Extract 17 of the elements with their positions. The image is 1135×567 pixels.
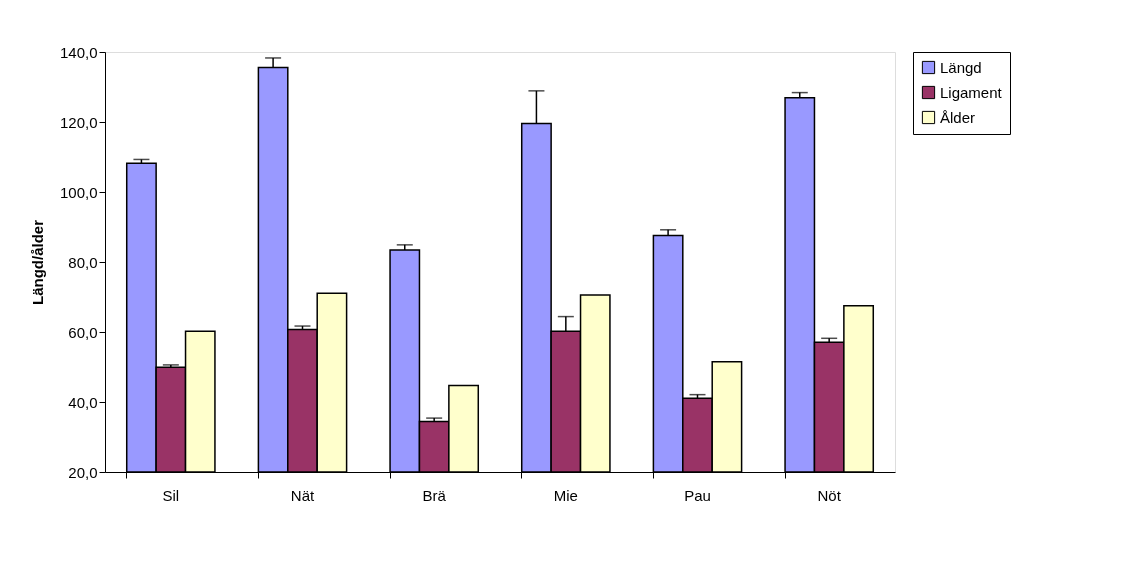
legend-label: Ligament [940, 83, 1003, 101]
y-tick-label: 20,0 [68, 463, 98, 481]
y-axis-title: Längd/ålder [28, 219, 46, 306]
y-tick-label: 120,0 [59, 113, 98, 131]
y-tick-label: 80,0 [68, 253, 98, 271]
x-tick-label: Nät [290, 486, 315, 504]
x-tick-label: Mie [553, 486, 578, 504]
legend-label: Ålder [940, 108, 976, 126]
y-tick-label: 100,0 [59, 183, 98, 201]
x-tick-label: Nöt [817, 486, 842, 504]
y-tick-label: 40,0 [68, 393, 98, 411]
legend-label: Längd [940, 58, 982, 76]
y-tick-label: 60,0 [68, 323, 98, 341]
x-tick-label: Sil [162, 486, 180, 504]
x-tick-label: Brä [422, 486, 447, 504]
y-tick-label: 140,0 [59, 43, 98, 61]
x-tick-label: Pau [684, 486, 711, 504]
